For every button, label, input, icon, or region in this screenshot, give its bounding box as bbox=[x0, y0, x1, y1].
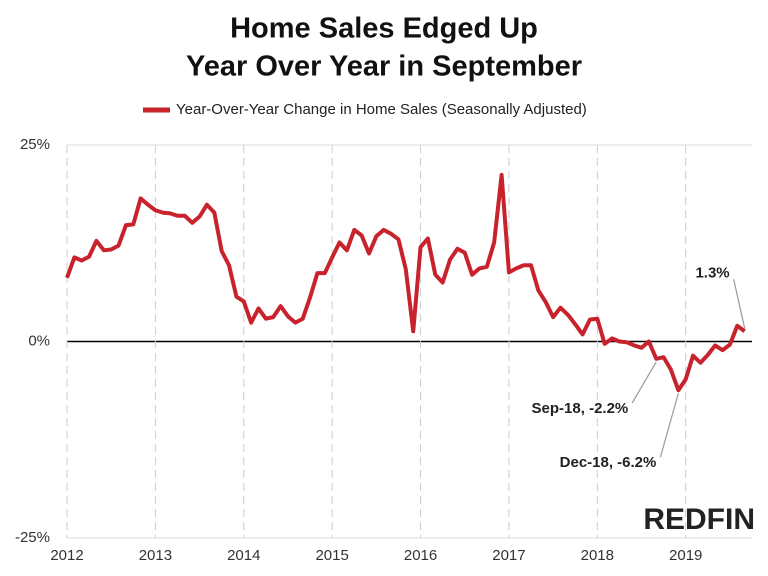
x-tick-label: 2016 bbox=[404, 547, 437, 564]
chart-title: Year Over Year in September bbox=[186, 51, 582, 83]
x-tick-label: 2014 bbox=[227, 547, 260, 564]
y-tick-label: -25% bbox=[15, 529, 50, 546]
x-tick-label: 2017 bbox=[492, 547, 525, 564]
annotation-connector bbox=[631, 361, 657, 404]
x-tick-label: 2018 bbox=[581, 547, 614, 564]
x-tick-label: 2012 bbox=[50, 547, 83, 564]
legend-label: Year-Over-Year Change in Home Sales (Sea… bbox=[176, 101, 587, 118]
annotation: Sep-18, -2.2% bbox=[532, 400, 629, 417]
x-tick-label: 2013 bbox=[139, 547, 172, 564]
annotation: Dec-18, -6.2% bbox=[560, 454, 657, 471]
x-tick-label: 2015 bbox=[315, 547, 348, 564]
y-tick-label: 25% bbox=[20, 136, 50, 153]
logo: REDFIN bbox=[643, 503, 755, 536]
data-line bbox=[65, 172, 746, 393]
annotation: 1.3% bbox=[695, 264, 729, 281]
annotation-connector bbox=[659, 393, 679, 458]
annotation-connector bbox=[733, 279, 746, 329]
x-tick-label: 2019 bbox=[669, 547, 702, 564]
chart-title: Home Sales Edged Up bbox=[230, 13, 538, 45]
y-tick-label: 0% bbox=[28, 332, 50, 349]
